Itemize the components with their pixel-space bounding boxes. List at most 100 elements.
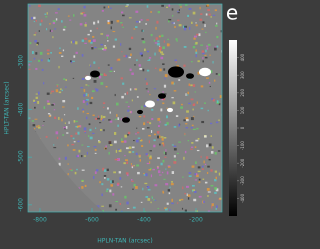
noise-pixel [171,171,175,174]
noise-pixel [201,165,204,168]
noise-pixel [162,98,166,101]
noise-pixel [82,11,85,14]
noise-pixel [100,115,103,119]
noise-pixel [182,186,184,190]
noise-pixel [195,51,198,54]
noise-pixel [150,201,152,204]
noise-pixel [187,197,190,200]
noise-pixel [94,88,97,90]
noise-pixel [165,152,167,156]
noise-pixel [67,144,69,147]
noise-pixel [106,188,109,191]
noise-pixel [136,59,138,62]
noise-pixel [125,5,128,8]
noise-pixel [186,94,189,96]
noise-pixel [215,188,219,192]
noise-pixel [77,107,79,110]
noise-pixel [181,207,184,210]
noise-pixel [163,143,165,147]
magnetic-spot [168,66,184,78]
noise-pixel [185,117,189,121]
noise-pixel [104,177,106,179]
noise-pixel [132,188,134,190]
noise-pixel [114,93,116,97]
noise-pixel [75,120,78,123]
noise-pixel [207,191,211,193]
noise-pixel [210,16,212,18]
noise-pixel [145,23,147,25]
noise-pixel [202,200,205,203]
noise-pixel [178,9,180,12]
noise-pixel [125,159,128,162]
noise-pixel [157,170,161,174]
noise-pixel [195,22,197,24]
noise-pixel [183,27,187,31]
noise-pixel [190,98,194,101]
noise-pixel [108,119,111,121]
noise-pixel [190,146,194,148]
noise-pixel [35,93,38,95]
noise-pixel [89,29,92,32]
noise-pixel [98,140,100,142]
noise-pixel [55,18,58,21]
noise-pixel [202,60,204,63]
noise-pixel [72,137,75,140]
noise-pixel [191,165,195,168]
noise-pixel [210,135,212,137]
noise-pixel [194,146,197,149]
noise-pixel [33,21,35,23]
noise-pixel [69,19,72,21]
noise-pixel [157,117,161,121]
noise-pixel [177,10,179,13]
colorbar-tick-label: -200 [240,158,245,168]
noise-pixel [125,147,129,150]
noise-pixel [70,169,73,172]
noise-pixel [135,132,137,135]
noise-pixel [205,49,207,53]
noise-pixel [110,180,113,184]
noise-pixel [52,36,54,39]
noise-pixel [63,78,66,81]
noise-pixel [126,161,129,164]
noise-pixel [83,14,87,17]
noise-pixel [191,124,194,127]
noise-pixel [93,176,95,179]
noise-pixel [145,196,149,198]
noise-pixel [72,40,75,43]
noise-pixel [33,57,36,60]
noise-pixel [146,69,150,72]
noise-pixel [149,150,152,152]
noise-pixel [147,189,151,191]
noise-pixel [145,153,148,156]
noise-pixel [45,135,48,138]
noise-pixel [182,176,184,178]
noise-pixel [122,82,125,85]
noise-pixel [135,186,138,190]
noise-pixel [50,92,52,94]
noise-pixel [85,98,89,101]
noise-pixel [123,162,126,165]
noise-pixel [83,155,86,157]
noise-pixel [53,109,56,111]
noise-pixel [171,144,174,146]
noise-pixel [105,145,107,148]
noise-pixel [47,102,51,105]
noise-pixel [72,14,75,17]
noise-pixel [193,37,196,40]
noise-pixel [89,136,93,140]
noise-pixel [44,13,47,15]
noise-pixel [129,88,132,91]
noise-pixel [191,142,194,144]
noise-pixel [126,201,129,205]
noise-pixel [69,168,72,170]
noise-pixel [219,95,222,99]
noise-pixel [195,49,197,53]
noise-pixel [205,156,209,159]
noise-pixel [149,161,151,164]
noise-pixel [206,187,210,191]
noise-pixel [216,100,219,103]
noise-pixel [154,184,158,187]
noise-pixel [93,146,97,148]
noise-pixel [89,128,92,132]
noise-pixel [43,106,46,109]
